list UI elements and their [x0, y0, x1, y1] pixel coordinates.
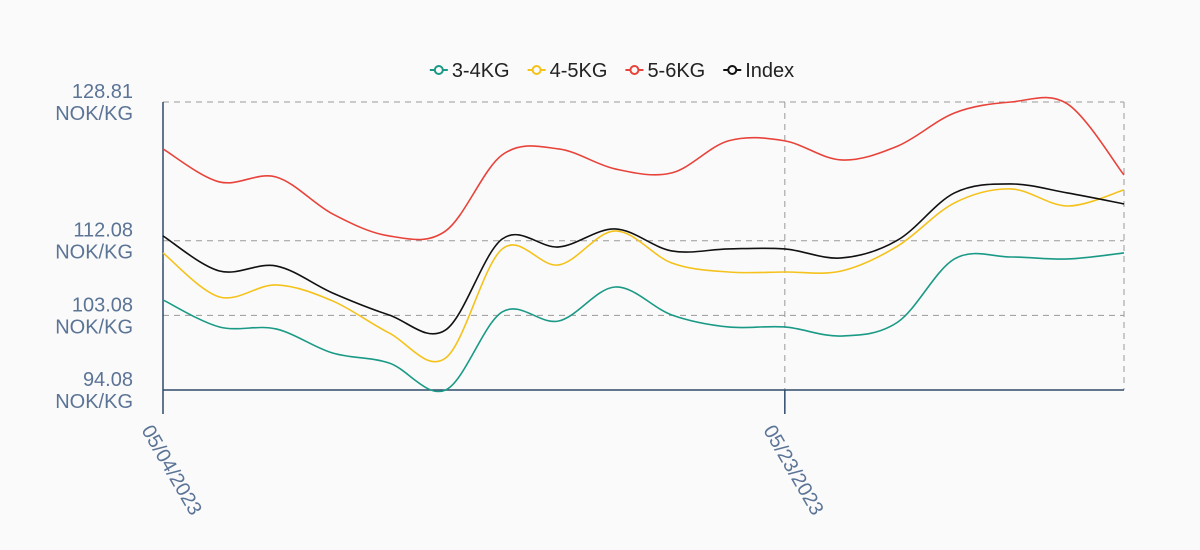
legend-marker — [531, 65, 542, 75]
series-line — [162, 252, 1125, 393]
y-tick-label: 94.08 NOK/KG — [55, 369, 133, 413]
series-line — [162, 183, 1125, 335]
legend-marker — [629, 65, 640, 75]
x-tick-label: 05/23/2023 — [758, 422, 827, 520]
y-tick-label: 103.08 NOK/KG — [55, 294, 133, 338]
legend-label: 3-4KG — [452, 60, 510, 82]
series-line — [162, 188, 1125, 363]
legend-label: 5-6KG — [647, 60, 705, 82]
legend-label: Index — [745, 60, 794, 82]
legend-marker — [727, 65, 738, 75]
x-tick-label: 05/04/2023 — [137, 422, 206, 520]
legend-label: 4-5KG — [550, 60, 608, 82]
legend-marker — [433, 65, 444, 75]
y-tick-label: 128.81 NOK/KG — [55, 81, 133, 125]
y-tick-label: 112.08 NOK/KG — [55, 220, 133, 264]
legend: 3-4KG 4-5KG 5-6KG Index — [429, 60, 794, 82]
series-line — [162, 96, 1125, 241]
